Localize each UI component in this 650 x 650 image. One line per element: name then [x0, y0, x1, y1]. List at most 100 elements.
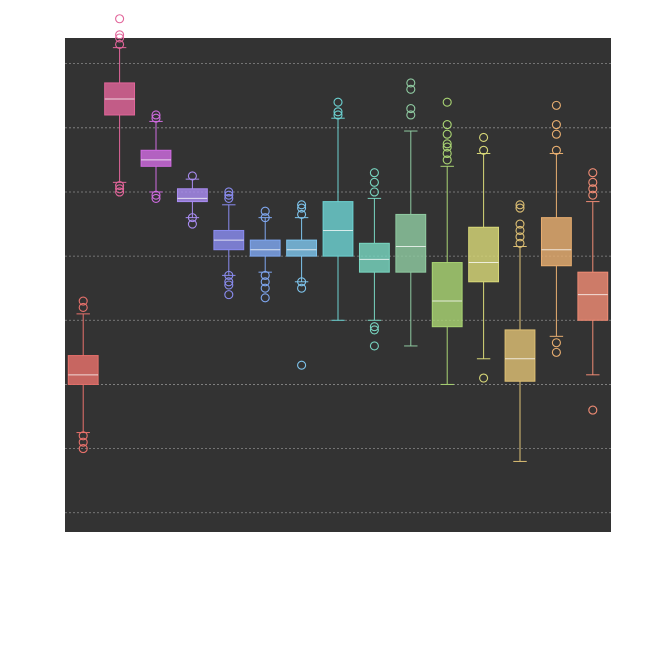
- outlier-point: [588, 190, 598, 200]
- outlier-point: [369, 177, 379, 187]
- outlier-point: [297, 283, 307, 293]
- outlier-point: [224, 290, 234, 300]
- outlier-point: [588, 184, 598, 194]
- outlier-point: [260, 293, 270, 303]
- box-group: [577, 168, 609, 415]
- outlier-point: [224, 193, 234, 203]
- outlier-point: [442, 97, 452, 107]
- outlier-point: [78, 431, 88, 441]
- box: [67, 355, 99, 385]
- outlier-point: [115, 181, 125, 191]
- outlier-point: [224, 277, 234, 287]
- outlier-point: [78, 302, 88, 313]
- box: [395, 213, 427, 273]
- outlier-point: [115, 184, 125, 194]
- box-group: [104, 14, 136, 197]
- outlier-point: [333, 97, 343, 107]
- box-group: [176, 171, 208, 229]
- box: [540, 217, 572, 267]
- outlier-point: [151, 110, 161, 120]
- outlier-point: [78, 444, 88, 454]
- outlier-point: [551, 120, 561, 130]
- outlier-point: [442, 142, 452, 152]
- outlier-point: [551, 129, 561, 139]
- outlier-point: [78, 296, 88, 306]
- box-group: [431, 97, 463, 385]
- outlier-point: [551, 347, 561, 357]
- outlier-point: [369, 325, 379, 335]
- outlier-point: [515, 203, 525, 213]
- box: [286, 239, 318, 257]
- outlier-point: [479, 373, 489, 383]
- outlier-point: [297, 360, 307, 370]
- outlier-point: [260, 213, 270, 223]
- outlier-point: [78, 437, 88, 447]
- outlier-point: [297, 209, 307, 219]
- outlier-point: [442, 155, 452, 165]
- outlier-point: [187, 219, 197, 229]
- box: [358, 242, 390, 273]
- outlier-point: [115, 14, 125, 24]
- box: [176, 188, 208, 203]
- box-group: [286, 200, 318, 370]
- outlier-point: [151, 193, 161, 203]
- outlier-point: [369, 322, 379, 332]
- outlier-point: [515, 200, 525, 210]
- outlier-point: [369, 341, 379, 351]
- outlier-point: [515, 238, 525, 248]
- outlier-point: [515, 225, 525, 236]
- outlier-point: [115, 33, 125, 43]
- box: [140, 149, 172, 167]
- outlier-point: [297, 203, 307, 213]
- box: [468, 226, 500, 283]
- outlier-point: [115, 39, 125, 49]
- outlier-point: [260, 283, 270, 293]
- outlier-point: [406, 110, 416, 120]
- box: [322, 201, 354, 257]
- outlier-point: [588, 177, 598, 187]
- box-group: [540, 100, 572, 357]
- box-group: [249, 206, 281, 303]
- outlier-point: [297, 200, 307, 210]
- outlier-point: [515, 232, 525, 242]
- box-group: [322, 97, 354, 321]
- outlier-point: [187, 213, 197, 223]
- box-group: [504, 200, 536, 462]
- box-group: [358, 168, 390, 351]
- box-group: [140, 110, 172, 203]
- outlier-point: [260, 270, 270, 280]
- box-group: [67, 296, 99, 454]
- outlier-point: [115, 187, 125, 197]
- box-group: [468, 132, 500, 383]
- outlier-point: [442, 139, 452, 149]
- outlier-point: [260, 206, 270, 216]
- outlier-point: [551, 145, 561, 155]
- outlier-point: [442, 120, 452, 130]
- outlier-point: [551, 100, 561, 110]
- outlier-point: [297, 277, 307, 287]
- outlier-point: [151, 190, 161, 200]
- outlier-point: [333, 110, 343, 120]
- outlier-point: [515, 219, 525, 229]
- box: [577, 271, 609, 321]
- outlier-point: [224, 190, 234, 200]
- outlier-point: [479, 145, 489, 155]
- outlier-point: [187, 171, 197, 181]
- outlier-point: [224, 280, 234, 290]
- outlier-point: [406, 104, 416, 114]
- outlier-point: [224, 270, 234, 280]
- box: [431, 262, 463, 328]
- outlier-point: [588, 405, 598, 415]
- outlier-point: [588, 168, 598, 178]
- outlier-point: [369, 168, 379, 178]
- outlier-point: [151, 113, 161, 123]
- outlier-point: [369, 187, 379, 197]
- outlier-point: [442, 148, 452, 159]
- outlier-point: [260, 277, 270, 287]
- outlier-point: [479, 132, 489, 142]
- box: [504, 329, 536, 382]
- outlier-point: [406, 84, 416, 94]
- outlier-point: [406, 78, 416, 88]
- outlier-point: [333, 107, 343, 117]
